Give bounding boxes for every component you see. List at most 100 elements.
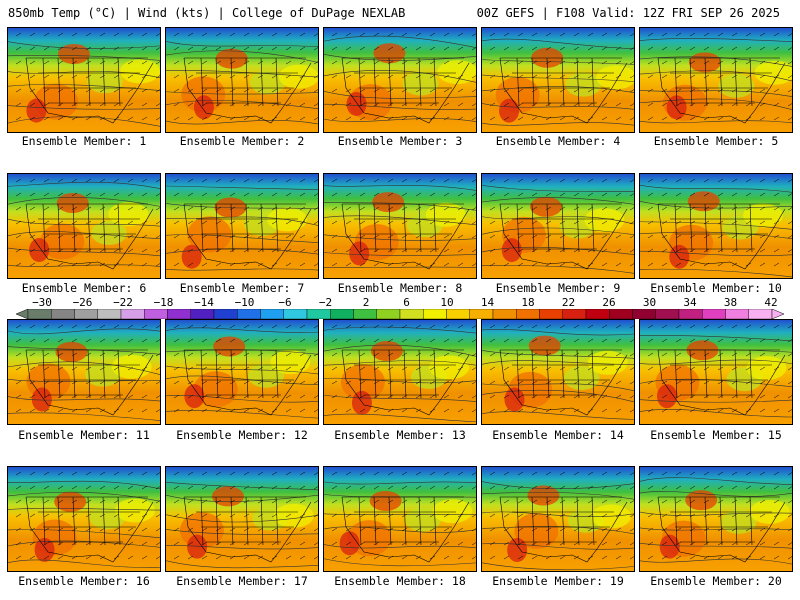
member-label-6: Ensemble Member: 6 bbox=[21, 281, 147, 295]
colorbar-segment bbox=[609, 309, 633, 319]
colorbar-segment bbox=[97, 309, 122, 319]
ensemble-panel-9 bbox=[481, 173, 635, 279]
colorbar-segment bbox=[306, 309, 331, 319]
colorbar-scale bbox=[15, 309, 785, 319]
temperature-map-19 bbox=[482, 467, 634, 571]
temperature-map-11 bbox=[8, 320, 160, 424]
temperature-map-5 bbox=[640, 28, 792, 132]
colorbar-max-arrow bbox=[771, 309, 785, 319]
colorbar-tick: −14 bbox=[194, 296, 214, 309]
member-label-16: Ensemble Member: 16 bbox=[18, 574, 150, 588]
colorbar-tick: 26 bbox=[602, 296, 616, 309]
colorbar-segment bbox=[655, 309, 680, 319]
colorbar-segment bbox=[516, 309, 540, 319]
ensemble-panel-1 bbox=[7, 27, 161, 133]
colorbar-tick-labels: −30 −26 −22 −18 −14 −10 −6 −2 2 6 10 14 18 22 26 30 34 38… bbox=[0, 296, 800, 309]
member-label-4: Ensemble Member: 4 bbox=[495, 134, 621, 148]
member-label-10: Ensemble Member: 10 bbox=[650, 281, 782, 295]
colorbar-min-arrow bbox=[15, 309, 29, 319]
colorbar-tick: −18 bbox=[153, 296, 174, 309]
colorbar-tick: −2 bbox=[318, 296, 333, 309]
colorbar-tick: −10 bbox=[234, 296, 255, 309]
member-label-9: Ensemble Member: 9 bbox=[495, 281, 621, 295]
colorbar-tick: 6 bbox=[403, 296, 410, 309]
colorbar-tick: 42 bbox=[764, 296, 778, 309]
colorbar-tick: −22 bbox=[113, 296, 133, 309]
colorbar-tick: −30 bbox=[32, 296, 52, 309]
colorbar-segment bbox=[702, 309, 726, 319]
colorbar-segment bbox=[632, 309, 656, 319]
colorbar-tick: 34 bbox=[683, 296, 697, 309]
member-label-1: Ensemble Member: 1 bbox=[21, 134, 147, 148]
temperature-map-3 bbox=[324, 28, 476, 132]
colorbar-tick: 38 bbox=[723, 296, 738, 309]
temperature-map-7 bbox=[166, 174, 318, 278]
colorbar-segment bbox=[376, 309, 401, 319]
temperature-map-12 bbox=[166, 320, 318, 424]
ensemble-panel-18 bbox=[323, 466, 477, 572]
member-label-11: Ensemble Member: 11 bbox=[18, 428, 150, 442]
colorbar-segment bbox=[283, 309, 308, 319]
colorbar-segment bbox=[585, 309, 610, 319]
colorbar-segment bbox=[446, 309, 470, 319]
colorbar-segment bbox=[399, 309, 424, 319]
temperature-map-16 bbox=[8, 467, 160, 571]
ensemble-panel-15 bbox=[639, 319, 793, 425]
colorbar-segment bbox=[167, 309, 191, 319]
member-label-3: Ensemble Member: 3 bbox=[337, 134, 463, 148]
member-label-14: Ensemble Member: 14 bbox=[492, 428, 624, 442]
colorbar-segment bbox=[190, 309, 215, 319]
colorbar-segment bbox=[423, 309, 447, 319]
member-label-19: Ensemble Member: 19 bbox=[492, 574, 624, 588]
member-label-8: Ensemble Member: 8 bbox=[337, 281, 463, 295]
colorbar-segment bbox=[725, 309, 749, 319]
colorbar-segment bbox=[330, 309, 354, 319]
member-label-20: Ensemble Member: 20 bbox=[650, 574, 782, 588]
colorbar-tick: 22 bbox=[561, 296, 576, 309]
temperature-map-13 bbox=[324, 320, 476, 424]
header: 850mb Temp (°C) | Wind (kts) | College o… bbox=[0, 0, 800, 24]
temperature-map-2 bbox=[166, 28, 318, 132]
member-label-12: Ensemble Member: 12 bbox=[176, 428, 308, 442]
member-label-5: Ensemble Member: 5 bbox=[653, 134, 779, 148]
colorbar-segment bbox=[144, 309, 168, 319]
product-title: 850mb Temp (°C) | Wind (kts) | College o… bbox=[8, 6, 406, 20]
colorbar-tick: 10 bbox=[440, 296, 454, 309]
temperature-map-14 bbox=[482, 320, 634, 424]
temperature-colorbar: −30 −26 −22 −18 −14 −10 −6 −2 2 6 10 14 18 22 26 30 34 38… bbox=[0, 296, 800, 320]
colorbar-segment bbox=[353, 309, 377, 319]
temperature-map-15 bbox=[640, 320, 792, 424]
ensemble-panel-8 bbox=[323, 173, 477, 279]
ensemble-panel-3 bbox=[323, 27, 477, 133]
member-label-17: Ensemble Member: 17 bbox=[176, 574, 308, 588]
ensemble-panel-16 bbox=[7, 466, 161, 572]
temperature-map-9 bbox=[482, 174, 634, 278]
colorbar-tick: 2 bbox=[362, 296, 370, 309]
ensemble-panel-10 bbox=[639, 173, 793, 279]
colorbar-tick: 30 bbox=[642, 296, 657, 309]
ensemble-panel-13 bbox=[323, 319, 477, 425]
member-label-18: Ensemble Member: 18 bbox=[334, 574, 466, 588]
ensemble-panel-11 bbox=[7, 319, 161, 425]
colorbar-tick: 18 bbox=[521, 296, 535, 309]
ensemble-panel-2 bbox=[165, 27, 319, 133]
colorbar-segment bbox=[260, 309, 284, 319]
member-label-2: Ensemble Member: 2 bbox=[179, 134, 305, 148]
colorbar-segment bbox=[237, 309, 261, 319]
colorbar-segment bbox=[678, 309, 703, 319]
colorbar-segment bbox=[492, 309, 517, 319]
colorbar-tick: −26 bbox=[72, 296, 93, 309]
colorbar-segment bbox=[51, 309, 75, 319]
colorbar-segment bbox=[213, 309, 238, 319]
ensemble-panel-12 bbox=[165, 319, 319, 425]
temperature-map-17 bbox=[166, 467, 318, 571]
ensemble-panel-4 bbox=[481, 27, 635, 133]
temperature-map-4 bbox=[482, 28, 634, 132]
temperature-map-1 bbox=[8, 28, 160, 132]
temperature-map-6 bbox=[8, 174, 160, 278]
temperature-map-8 bbox=[324, 174, 476, 278]
member-label-13: Ensemble Member: 13 bbox=[334, 428, 466, 442]
colorbar-segment bbox=[748, 309, 773, 319]
colorbar-segment bbox=[120, 309, 145, 319]
temperature-map-18 bbox=[324, 467, 476, 571]
